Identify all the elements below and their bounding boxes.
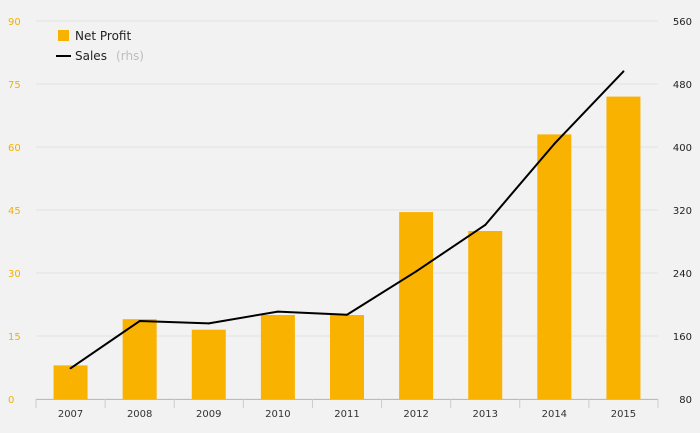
point-sales — [622, 70, 625, 73]
y-left-tick-label: 30 — [8, 269, 21, 280]
point-sales — [484, 223, 487, 226]
line-sales — [69, 70, 625, 370]
axes: 0 15 30 45 60 75 90 80 160 240 320 400 480 560 2007 200… — [8, 17, 692, 420]
bars-net-profit — [53, 96, 641, 399]
bar-net-profit — [468, 231, 503, 399]
bar-net-profit — [122, 319, 157, 399]
x-tick-label: 2012 — [403, 409, 428, 420]
y-right-tick-label: 320 — [673, 206, 692, 217]
point-sales — [138, 320, 141, 323]
bar-net-profit — [606, 96, 641, 399]
y-right-tick-label: 240 — [673, 269, 692, 280]
x-tick-label: 2010 — [265, 409, 290, 420]
x-tick-label: 2015 — [611, 409, 636, 420]
y-right-tick-label: 80 — [679, 395, 692, 406]
x-tick-label: 2013 — [472, 409, 497, 420]
bar-net-profit — [260, 315, 295, 399]
y-left-tick-label: 90 — [8, 17, 21, 28]
point-sales — [207, 322, 210, 325]
x-tick-label: 2008 — [127, 409, 152, 420]
legend: Net Profit Sales (rhs) — [56, 29, 144, 64]
point-sales — [553, 142, 556, 145]
legend-swatch-net-profit — [58, 30, 69, 41]
y-right-tick-label: 400 — [673, 143, 692, 154]
point-sales — [415, 270, 418, 273]
y-right-tick-label: 160 — [673, 332, 692, 343]
x-tick-label: 2011 — [334, 409, 359, 420]
y-right-tick-label: 480 — [673, 80, 692, 91]
y-left-tick-label: 60 — [8, 143, 21, 154]
y-left-tick-label: 45 — [8, 206, 21, 217]
point-sales — [346, 313, 348, 316]
y-right-tick-label: 560 — [673, 17, 692, 28]
bar-net-profit — [53, 365, 88, 399]
x-tick-label: 2007 — [58, 409, 83, 420]
bar-net-profit — [399, 212, 434, 399]
bar-net-profit — [330, 315, 364, 399]
legend-label-net-profit: Net Profit — [75, 29, 131, 43]
y-left-tick-label: 0 — [8, 395, 14, 406]
x-tick-label: 2014 — [542, 409, 567, 420]
legend-note-rhs: (rhs) — [116, 49, 144, 63]
bar-net-profit — [537, 134, 572, 399]
legend-label-sales: Sales — [75, 49, 107, 63]
y-left-tick-label: 75 — [8, 80, 21, 91]
x-tick-label: 2009 — [196, 409, 221, 420]
bar-net-profit — [191, 329, 226, 399]
legend-entry-sales: Sales (rhs) — [75, 45, 144, 64]
y-left-tick-label: 15 — [8, 332, 21, 343]
point-sales — [276, 310, 279, 313]
point-sales — [69, 367, 72, 370]
